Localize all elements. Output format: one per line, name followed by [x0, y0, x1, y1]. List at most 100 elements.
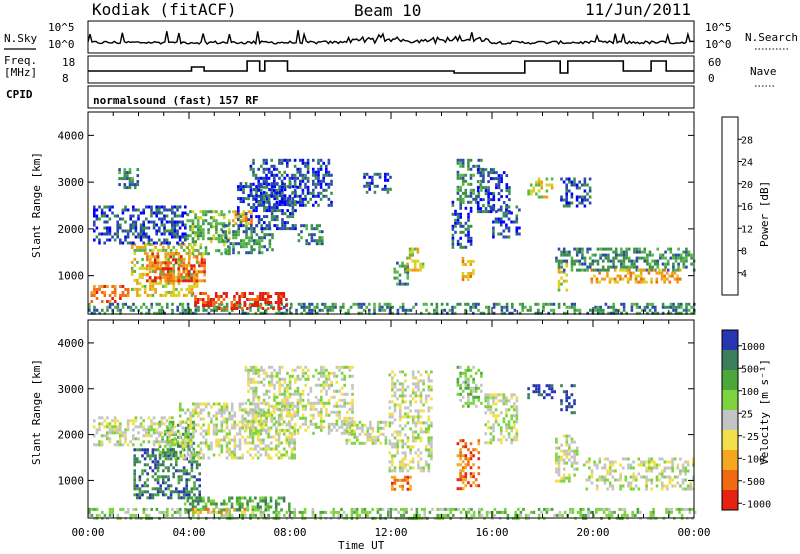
heatmap-cell: [304, 197, 307, 201]
heatmap-cell: [393, 430, 397, 434]
heatmap-cell: [142, 235, 145, 239]
heatmap-cell: [534, 311, 537, 315]
heatmap-cell: [297, 239, 301, 243]
heatmap-cell: [477, 164, 481, 168]
heatmap-cell: [633, 265, 636, 269]
heatmap-cell: [639, 277, 643, 281]
heatmap-cell: [241, 435, 244, 439]
heatmap-cell: [606, 271, 609, 275]
heatmap-cell: [282, 447, 286, 451]
heatmap-cell: [322, 194, 325, 198]
heatmap-cell: [111, 297, 114, 300]
heatmap-cell: [484, 168, 488, 172]
heatmap-cell: [325, 389, 328, 393]
heatmap-cell: [469, 176, 473, 180]
heatmap-cell: [456, 170, 460, 174]
heatmap-cell: [456, 212, 460, 216]
heatmap-cell: [317, 182, 320, 186]
heatmap-cell: [149, 284, 152, 288]
heatmap-cell: [422, 409, 425, 413]
heatmap-cell: [129, 305, 133, 309]
heatmap-cell: [651, 302, 654, 306]
heatmap-cell: [677, 305, 680, 309]
heatmap-cell: [198, 279, 201, 283]
heatmap-cell: [267, 194, 271, 198]
heatmap-cell: [489, 168, 493, 172]
heatmap-cell: [251, 304, 254, 307]
heatmap-cell: [369, 432, 372, 436]
heatmap-cell: [296, 167, 299, 171]
heatmap-cell: [143, 484, 147, 488]
heatmap-cell: [93, 434, 96, 438]
heatmap-cell: [368, 510, 372, 514]
heatmap-cell: [196, 301, 200, 304]
heatmap-cell: [276, 224, 279, 228]
heatmap-cell: [203, 258, 206, 262]
heatmap-cell: [133, 257, 137, 261]
heatmap-cell: [325, 377, 328, 381]
heatmap-cell: [238, 438, 242, 442]
heatmap-cell: [353, 507, 356, 511]
heatmap-cell: [275, 167, 279, 171]
heatmap-cell: [210, 510, 213, 514]
heatmap-cell: [568, 305, 571, 309]
heatmap-cell: [363, 510, 367, 514]
heatmap-cell: [646, 305, 649, 309]
heatmap-cell: [249, 164, 253, 168]
heatmap-cell: [151, 469, 155, 473]
heatmap-cell: [252, 368, 255, 372]
heatmap-cell: [590, 280, 594, 284]
heatmap-cell: [394, 507, 398, 511]
heatmap-cell: [257, 182, 260, 186]
heatmap-cell: [189, 423, 192, 427]
heatmap-cell: [299, 377, 302, 381]
heatmap-cell: [312, 404, 315, 408]
heatmap-cell: [279, 292, 283, 295]
heatmap-cell: [243, 496, 247, 500]
heatmap-cell: [498, 510, 502, 514]
heatmap-cell: [212, 301, 215, 304]
heatmap-cell: [411, 466, 415, 470]
heatmap-cell: [247, 389, 250, 393]
heatmap-cell: [529, 308, 532, 312]
heatmap-cell: [195, 284, 199, 288]
heatmap-cell: [508, 192, 511, 196]
heatmap-cell: [142, 425, 145, 429]
freq-unit-label: [MHz]: [4, 66, 37, 79]
heatmap-cell: [388, 305, 392, 309]
heatmap-cell: [238, 408, 242, 412]
heatmap-cell: [189, 432, 193, 436]
heatmap-cell: [417, 409, 420, 413]
heatmap-cell: [331, 308, 335, 312]
heatmap-cell: [651, 305, 654, 309]
heatmap-cell: [132, 507, 135, 511]
heatmap-cell: [391, 463, 394, 467]
heatmap-cell: [156, 255, 160, 259]
heatmap-cell: [238, 505, 242, 509]
heatmap-cell: [268, 395, 271, 399]
heatmap-cell: [254, 173, 258, 177]
heatmap-cell: [322, 404, 326, 408]
heatmap-cell: [238, 502, 242, 506]
heatmap-cell: [172, 245, 176, 249]
heatmap-cell: [136, 484, 139, 488]
heatmap-cell: [469, 173, 473, 177]
heatmap-cell: [301, 161, 305, 165]
heatmap-cell: [346, 365, 349, 369]
heatmap-cell: [270, 194, 273, 198]
heatmap-cell: [95, 291, 99, 294]
heatmap-cell: [401, 282, 404, 286]
heatmap-cell: [348, 374, 352, 378]
heatmap-cell: [629, 277, 633, 281]
heatmap-cell: [507, 235, 511, 239]
heatmap-cell: [304, 377, 307, 381]
heatmap-cell: [187, 447, 190, 451]
heatmap-cell: [329, 308, 332, 312]
heatmap-cell: [249, 441, 252, 445]
heatmap-cell: [446, 311, 449, 315]
heatmap-cell: [150, 211, 153, 215]
heatmap-cell: [257, 221, 261, 225]
heatmap-cell: [461, 161, 465, 165]
heatmap-cell: [398, 409, 402, 413]
heatmap-cell: [194, 408, 198, 412]
